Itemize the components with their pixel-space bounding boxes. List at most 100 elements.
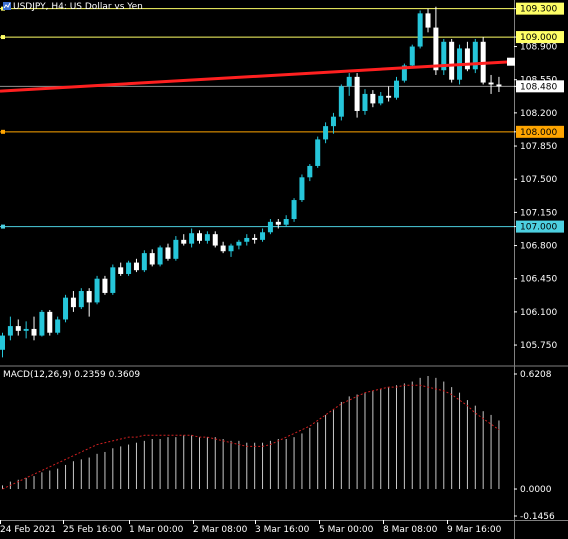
bull-candle (409, 46, 415, 66)
bear-candle (165, 247, 171, 259)
time-axis-label: 2 Mar 08:00 (193, 525, 248, 535)
macd-axis-label: 0.0000 (520, 485, 552, 495)
level-box-108.000 (516, 125, 564, 138)
bear-candle (433, 27, 439, 71)
bull-candle (394, 80, 399, 98)
price-axis-label: 106.450 (520, 275, 557, 285)
bear-candle (149, 253, 155, 265)
bull-candle (283, 219, 289, 225)
bear-candle (370, 93, 376, 104)
bull-candle (330, 116, 336, 127)
bull-candle (338, 86, 344, 117)
time-axis-label: 24 Feb 2021 (0, 525, 56, 535)
bull-candle (291, 200, 297, 220)
bear-candle (70, 297, 76, 308)
bear-candle (86, 291, 92, 303)
price-axis-label: 105.750 (520, 341, 557, 351)
bull-candle (189, 233, 195, 244)
trendline (0, 60, 512, 93)
level-label-109.000: 109.000 (520, 33, 557, 43)
bear-candle (354, 76, 360, 111)
level-handle-107.000 (1, 224, 5, 229)
bear-candle (102, 278, 108, 293)
bear-candle (118, 267, 124, 274)
bear-candle (212, 234, 218, 246)
bear-candle (496, 84, 502, 87)
bull-candle (378, 95, 384, 104)
bull-candle (244, 237, 250, 242)
bull-candle (204, 234, 210, 241)
time-axis-label: 9 Mar 16:00 (447, 525, 502, 535)
bull-candle (173, 239, 179, 259)
level-handle-109.000 (1, 35, 5, 40)
price-axis-label: 107.500 (520, 175, 557, 185)
macd-axis-label: -0.1456 (520, 512, 555, 522)
price-axis-label: 108.200 (520, 109, 557, 119)
bear-candle (181, 239, 187, 244)
bull-candle (260, 232, 266, 240)
time-axis-label: 8 Mar 08:00 (383, 525, 438, 535)
level-handle-108.000 (1, 129, 5, 134)
time-axis-label: 1 Mar 00:00 (129, 525, 184, 535)
bear-candle (197, 233, 202, 241)
bear-candle (275, 221, 281, 225)
bull-candle (78, 291, 84, 308)
macd-signal-line (2, 384, 500, 490)
bear-candle (386, 95, 392, 98)
price-axis-label: 108.900 (520, 43, 557, 53)
bull-candle (236, 241, 242, 246)
bull-candle (63, 297, 69, 320)
bear-candle (31, 328, 37, 336)
level-label-108.000: 108.000 (520, 128, 557, 138)
bear-candle (464, 48, 470, 70)
time-axis-label: 3 Mar 16:00 (255, 525, 310, 535)
chart-title: USDJPY, H4: US Dollar vs Yen (3, 1, 143, 13)
current-price-label: 108.480 (520, 82, 557, 92)
price-axis-label: 106.100 (520, 308, 557, 318)
time-axis-label: 5 Mar 00:00 (319, 525, 374, 535)
bull-candle (110, 267, 116, 293)
level-box-107.000 (516, 220, 564, 233)
bull-candle (441, 41, 447, 71)
bull-candle (323, 126, 329, 140)
bear-candle (47, 311, 53, 333)
bull-candle (472, 41, 478, 70)
macd-axis-label: 0.6208 (520, 370, 552, 380)
trendline-handle (507, 57, 515, 66)
bull-candle (299, 177, 305, 201)
bear-candle (15, 326, 21, 331)
bull-candle (417, 13, 423, 47)
bull-candle (55, 319, 61, 333)
bull-candle (126, 262, 132, 274)
symbol-title: USDJPY, H4: US Dollar vs Yen (13, 2, 143, 12)
bull-candle (346, 76, 352, 87)
bull-candle (7, 326, 13, 336)
expert-advisor-icon (3, 2, 11, 10)
bull-candle (0, 335, 5, 350)
bull-candle (23, 328, 29, 331)
bear-candle (488, 82, 494, 85)
price-axis-label: 107.150 (520, 208, 557, 218)
level-box-109.300 (516, 2, 564, 15)
level-box-109.000 (516, 31, 564, 44)
bull-candle (315, 139, 321, 166)
price-axis-label: 107.850 (520, 142, 557, 152)
current-price-box (516, 80, 564, 93)
macd-label-text: MACD(12,26,9) 0.2359 0.3609 (3, 370, 141, 380)
bull-candle (267, 221, 273, 233)
bear-candle (133, 262, 139, 271)
bull-candle (157, 247, 163, 265)
level-label-109.300: 109.300 (520, 5, 557, 15)
bear-candle (220, 245, 226, 252)
time-axis-label: 25 Feb 16:00 (63, 525, 122, 535)
bear-candle (425, 13, 431, 28)
bear-candle (449, 41, 455, 80)
bull-candle (94, 278, 100, 303)
price-axis-label: 106.800 (520, 242, 557, 252)
bull-candle (39, 311, 45, 336)
bull-candle (401, 65, 407, 81)
bull-candle (141, 253, 147, 271)
bull-candle (307, 165, 313, 178)
